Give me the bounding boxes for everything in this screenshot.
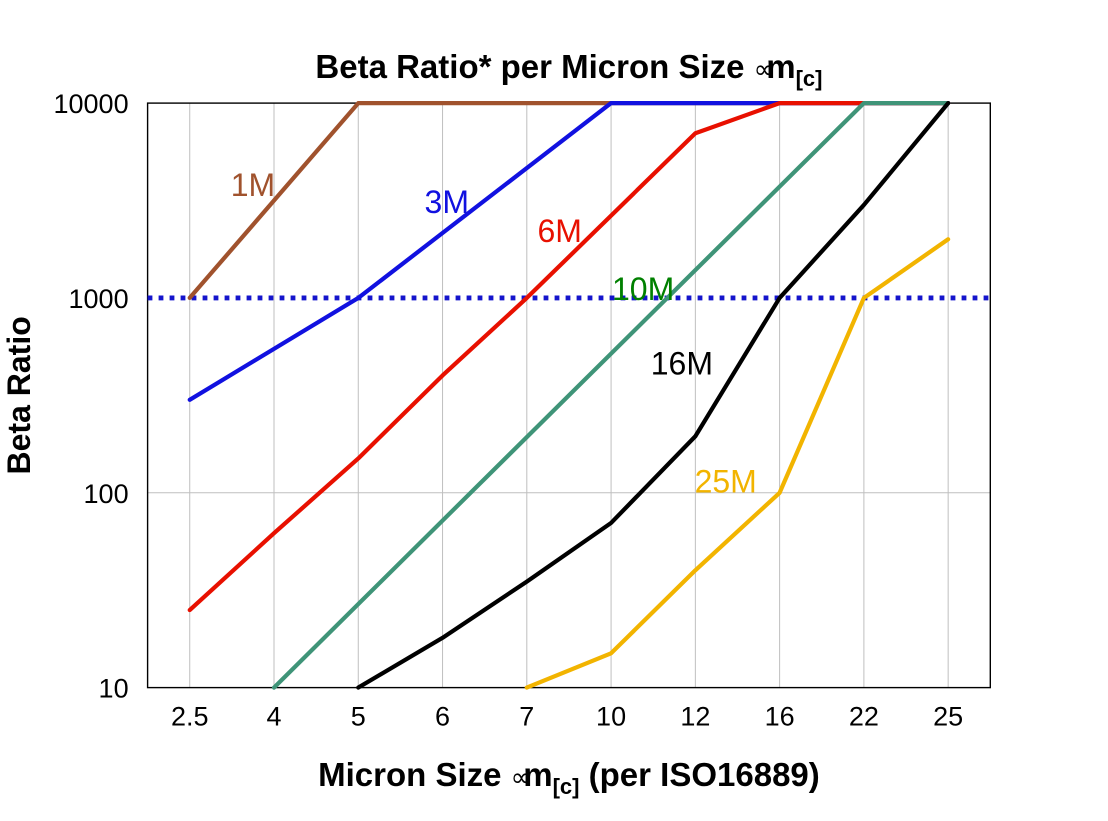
svg-text:4: 4	[266, 702, 281, 732]
svg-text:10: 10	[596, 702, 626, 732]
svg-text:10: 10	[99, 674, 129, 704]
svg-text:6: 6	[435, 702, 450, 732]
svg-text:25M: 25M	[695, 464, 757, 500]
svg-text:12: 12	[680, 702, 710, 732]
svg-text:16M: 16M	[651, 346, 713, 382]
svg-text:6M: 6M	[537, 213, 581, 249]
svg-text:Beta Ratio* per Micron Size ∝m: Beta Ratio* per Micron Size ∝m[c]	[315, 48, 822, 91]
svg-text:Beta Ratio: Beta Ratio	[1, 316, 37, 474]
svg-text:22: 22	[849, 702, 879, 732]
svg-text:1000: 1000	[69, 284, 129, 314]
svg-text:16: 16	[765, 702, 795, 732]
svg-text:2.5: 2.5	[171, 702, 209, 732]
svg-text:5: 5	[351, 702, 366, 732]
svg-text:10000: 10000	[54, 89, 129, 119]
svg-text:100: 100	[84, 479, 129, 509]
svg-text:25: 25	[933, 702, 963, 732]
svg-text:7: 7	[519, 702, 534, 732]
svg-text:3M: 3M	[425, 184, 469, 220]
svg-text:1M: 1M	[231, 167, 275, 203]
svg-text:10M: 10M	[612, 271, 674, 307]
